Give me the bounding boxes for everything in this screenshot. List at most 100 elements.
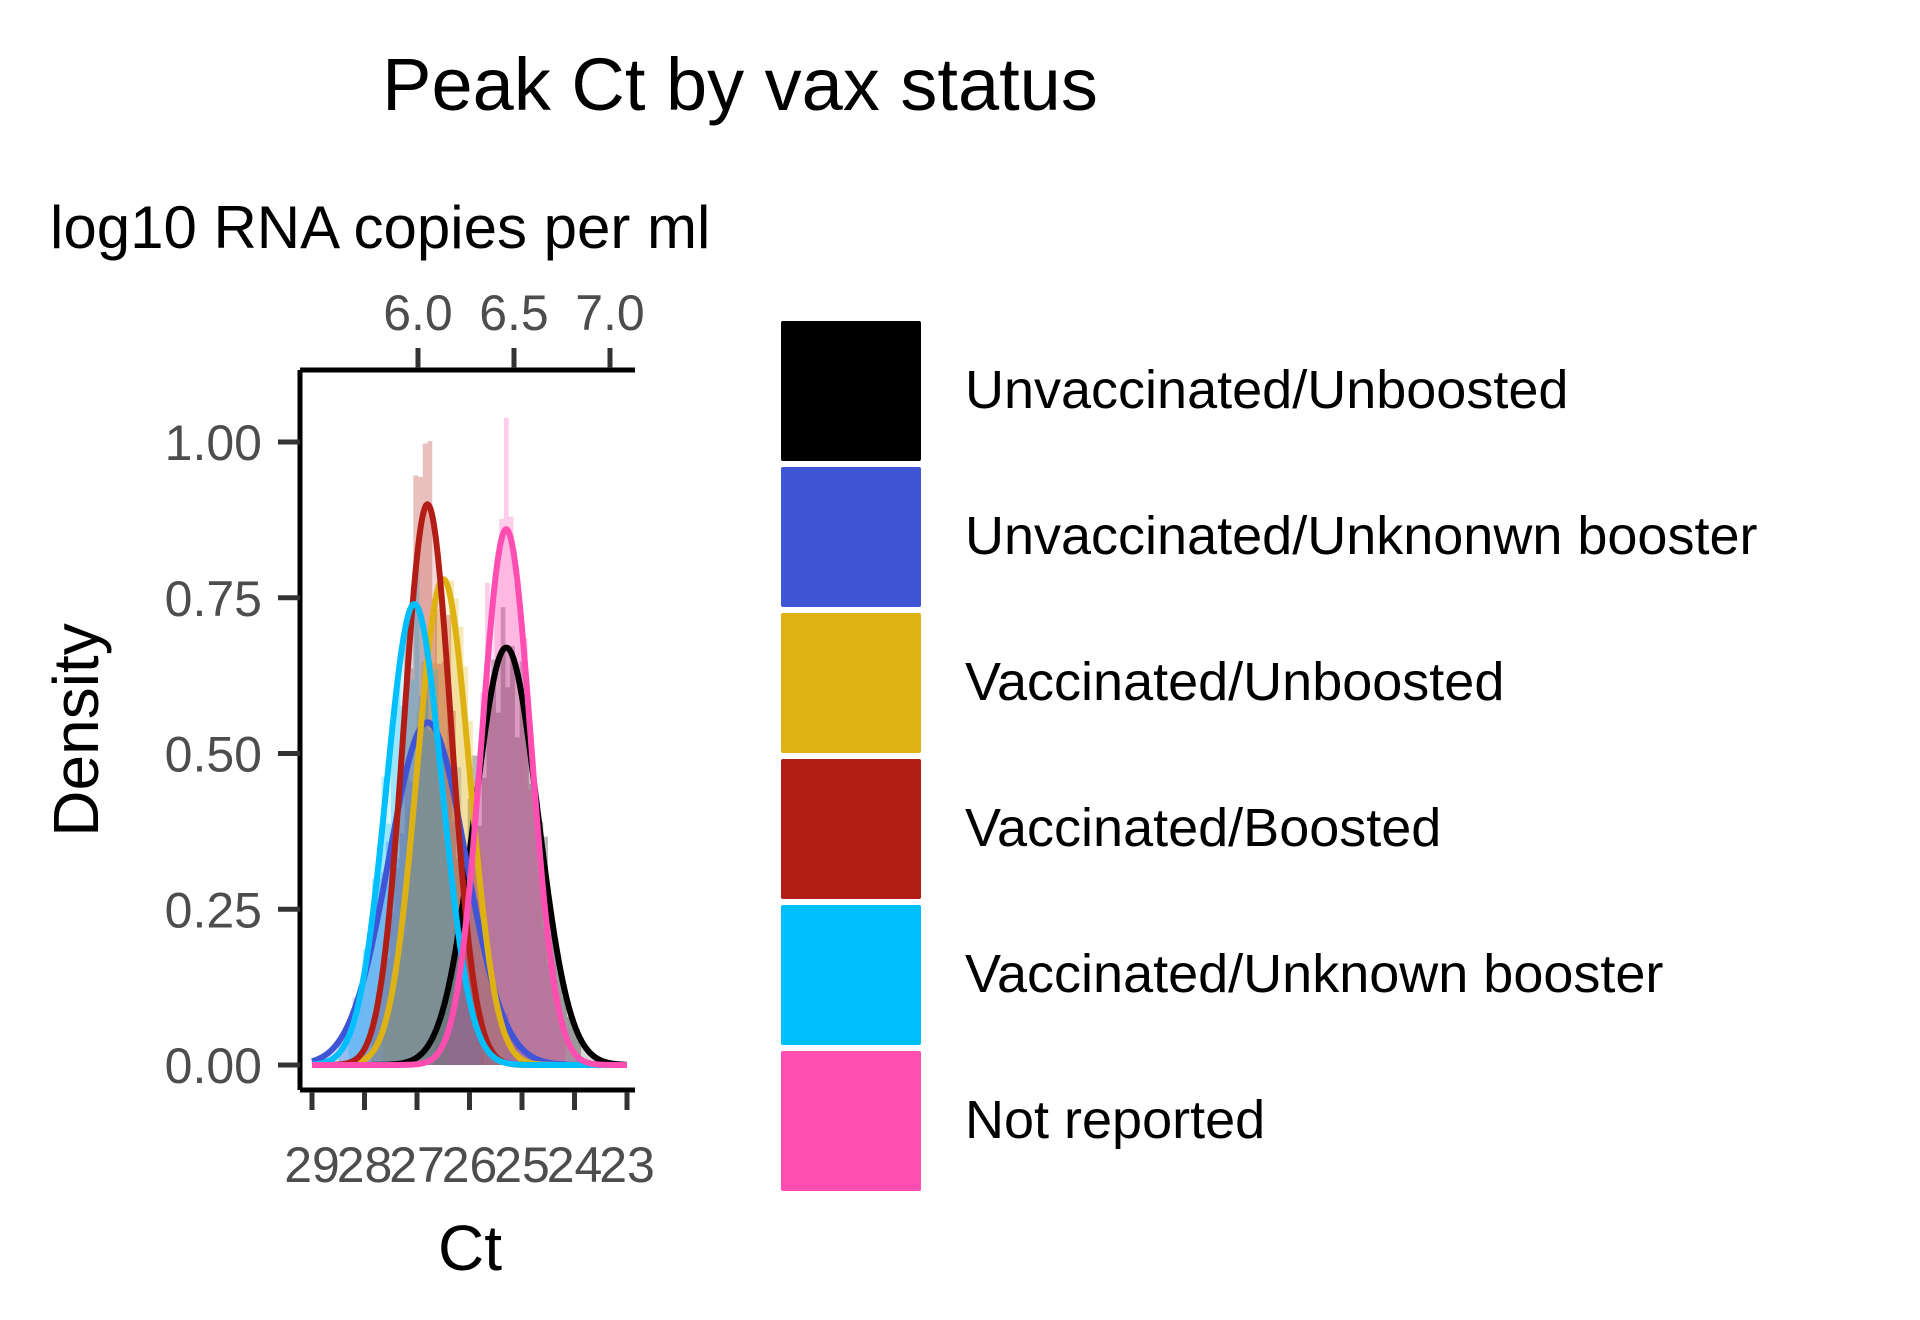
legend-label: Unvaccinated/Unknonwn booster xyxy=(965,506,1757,566)
secondary-tick-label: 6.0 xyxy=(383,285,453,341)
histogram-bar xyxy=(447,1027,452,1065)
legend-label: Not reported xyxy=(965,1090,1265,1150)
histogram-bar xyxy=(457,938,462,1065)
histogram-bar xyxy=(475,899,481,1065)
histogram-bar xyxy=(372,878,377,1065)
histogram-bar xyxy=(376,878,381,1065)
legend-swatch xyxy=(779,1049,923,1193)
histogram-bar xyxy=(499,518,504,1065)
histogram-bar xyxy=(442,840,448,1065)
histogram-bar xyxy=(533,803,539,1065)
histogram-bar xyxy=(518,612,523,1065)
histogram-bar xyxy=(480,958,485,1065)
x-tick-label: 27 xyxy=(389,1137,445,1193)
histogram-bar xyxy=(380,968,385,1065)
histogram-bar xyxy=(510,645,515,1065)
secondary-tick-label: 6.5 xyxy=(479,285,549,341)
histogram-bar xyxy=(470,800,476,1065)
histogram-bar xyxy=(428,730,433,1065)
histogram-bar xyxy=(376,857,382,1065)
histogram-bar xyxy=(436,663,442,1065)
histogram-bar xyxy=(514,737,520,1065)
histogram-bar xyxy=(409,679,415,1065)
histogram-bar xyxy=(496,712,501,1065)
histogram-bar xyxy=(357,986,363,1065)
x-tick-label: 26 xyxy=(442,1137,498,1193)
histogram-bar xyxy=(546,963,552,1065)
histogram-bar xyxy=(432,705,438,1065)
density-curve-layer xyxy=(310,501,629,1068)
y-tick-group: 0.00 0.25 0.50 0.75 1.00 xyxy=(165,415,300,1094)
histogram-bar xyxy=(456,958,462,1065)
y-tick-label: 0.25 xyxy=(165,882,262,938)
density-area xyxy=(312,604,627,1065)
histogram-bar xyxy=(494,571,500,1065)
histogram-bar xyxy=(422,443,428,1065)
histogram-bar xyxy=(543,836,548,1065)
histogram-bar xyxy=(500,607,506,1065)
histogram-bar xyxy=(451,994,457,1065)
histogram-bar xyxy=(362,948,368,1065)
histogram-bar xyxy=(466,879,471,1065)
histogram-bar xyxy=(537,872,542,1065)
histogram-bar xyxy=(541,927,547,1065)
histogram-bar xyxy=(480,692,486,1065)
histogram-bar xyxy=(441,661,447,1065)
x-tick-label: 29 xyxy=(284,1137,340,1193)
histogram-bar xyxy=(491,1001,497,1065)
x-tick-label: 23 xyxy=(599,1137,655,1193)
histogram-bar xyxy=(439,1011,445,1065)
histogram-bar xyxy=(547,934,553,1065)
histogram-bar xyxy=(496,1006,502,1065)
y-tick-label: 0.75 xyxy=(165,571,262,627)
histogram-bar xyxy=(442,751,448,1065)
histogram-bar xyxy=(486,699,492,1065)
histogram-bar xyxy=(487,969,492,1065)
histogram-bar xyxy=(383,1028,388,1065)
histogram-bar xyxy=(484,968,490,1065)
density-area xyxy=(312,579,627,1065)
histogram-bar xyxy=(362,974,367,1065)
histogram-bar xyxy=(576,1034,582,1065)
histogram-bar xyxy=(439,605,445,1065)
histogram-bar xyxy=(433,669,439,1065)
x-tick-label: 24 xyxy=(547,1137,603,1193)
histogram-bar xyxy=(432,598,437,1065)
legend-label: Vaccinated/Unknown booster xyxy=(965,944,1663,1004)
histogram-bar xyxy=(403,626,409,1065)
chart-title: Peak Ct by vax status xyxy=(382,43,1098,126)
histogram-bar xyxy=(461,942,467,1065)
y-tick-label: 1.00 xyxy=(165,415,262,471)
histogram-bar xyxy=(424,697,429,1065)
histogram-bar xyxy=(503,417,509,1065)
histogram-bar xyxy=(489,676,495,1065)
histogram-bar xyxy=(494,1004,500,1065)
histogram-bar xyxy=(400,706,406,1065)
histogram-bar xyxy=(529,783,534,1065)
histogram-bar xyxy=(434,1024,440,1065)
histogram-bar xyxy=(348,1033,354,1065)
legend-swatch xyxy=(779,465,923,609)
histogram-bar xyxy=(425,663,431,1065)
histogram-bar xyxy=(367,944,373,1065)
histogram-bar xyxy=(418,476,423,1065)
legend-swatch xyxy=(779,903,923,1047)
histogram-bar xyxy=(397,947,403,1065)
histogram-bar xyxy=(419,708,425,1065)
legend-swatch xyxy=(779,319,923,463)
histogram-bar xyxy=(390,840,396,1065)
y-tick-label: 0.00 xyxy=(165,1038,262,1094)
y-tick-label: 0.50 xyxy=(165,727,262,783)
histogram-bar xyxy=(352,997,358,1065)
histogram-bar xyxy=(381,776,387,1065)
histogram-bar xyxy=(438,788,443,1065)
histogram-bar xyxy=(508,516,514,1065)
histogram-bar xyxy=(385,841,391,1065)
histogram-bar xyxy=(477,848,483,1065)
histogram-bar xyxy=(375,992,381,1065)
histogram-bar xyxy=(406,808,412,1065)
histogram-bar xyxy=(471,1016,477,1065)
secondary-tick-group: 6.0 6.5 7.0 xyxy=(383,285,645,368)
histogram-bar xyxy=(499,1011,504,1065)
